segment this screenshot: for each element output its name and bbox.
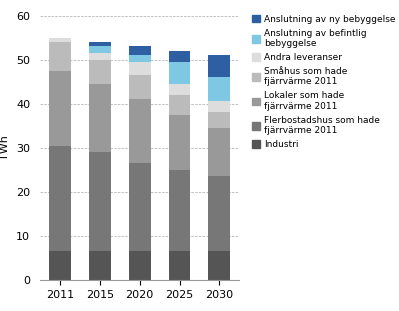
Bar xyxy=(168,84,190,95)
Bar xyxy=(208,77,230,101)
Bar xyxy=(129,99,150,163)
Bar xyxy=(49,146,71,251)
Bar xyxy=(168,51,190,62)
Bar xyxy=(89,46,111,53)
Bar xyxy=(49,38,71,42)
Bar xyxy=(168,115,190,170)
Bar xyxy=(89,53,111,60)
Bar xyxy=(49,251,71,280)
Bar xyxy=(168,95,190,115)
Y-axis label: TWh: TWh xyxy=(0,135,10,160)
Bar xyxy=(89,251,111,280)
Bar xyxy=(168,62,190,84)
Bar xyxy=(208,101,230,113)
Bar xyxy=(129,75,150,99)
Bar xyxy=(129,163,150,251)
Bar xyxy=(129,46,150,55)
Bar xyxy=(208,251,230,280)
Bar xyxy=(208,128,230,176)
Bar xyxy=(129,251,150,280)
Bar xyxy=(208,113,230,128)
Bar xyxy=(89,42,111,46)
Bar xyxy=(49,71,71,146)
Bar xyxy=(129,62,150,75)
Bar xyxy=(208,55,230,77)
Bar xyxy=(89,60,111,84)
Bar xyxy=(49,42,71,71)
Bar xyxy=(168,251,190,280)
Legend: Anslutning av ny bebyggelse, Anslutning av befintlig
bebyggelse, Andra leveranse: Anslutning av ny bebyggelse, Anslutning … xyxy=(252,15,395,149)
Bar xyxy=(129,55,150,62)
Bar xyxy=(89,84,111,152)
Bar xyxy=(208,176,230,251)
Bar xyxy=(89,152,111,251)
Bar xyxy=(168,170,190,251)
